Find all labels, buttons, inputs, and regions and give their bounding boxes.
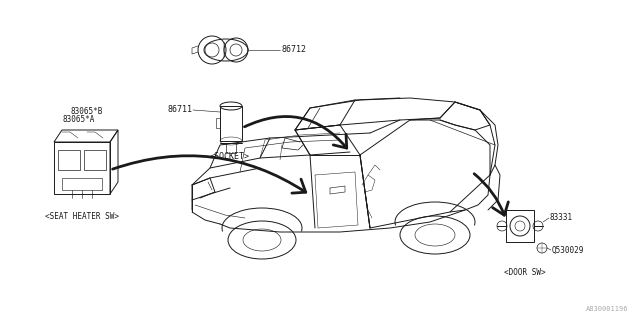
Bar <box>220 106 242 141</box>
Text: 83331: 83331 <box>550 213 573 222</box>
FancyArrowPatch shape <box>474 174 508 215</box>
Text: 86711: 86711 <box>167 106 192 115</box>
Bar <box>84 150 106 170</box>
Text: A830001196: A830001196 <box>586 306 628 312</box>
Text: 83065*B: 83065*B <box>71 107 103 116</box>
Bar <box>506 210 534 242</box>
Text: <SOCKET>: <SOCKET> <box>210 152 250 161</box>
Text: 83065*A: 83065*A <box>63 115 95 124</box>
Bar <box>62 178 102 190</box>
Bar <box>54 142 110 194</box>
Text: <DOOR SW>: <DOOR SW> <box>504 268 546 277</box>
Text: <SEAT HEATER SW>: <SEAT HEATER SW> <box>45 212 119 221</box>
Text: Q530029: Q530029 <box>552 245 584 254</box>
Bar <box>58 150 80 170</box>
Bar <box>226 143 236 153</box>
FancyArrowPatch shape <box>244 116 347 148</box>
Text: 86712: 86712 <box>282 45 307 54</box>
FancyArrowPatch shape <box>113 156 306 193</box>
